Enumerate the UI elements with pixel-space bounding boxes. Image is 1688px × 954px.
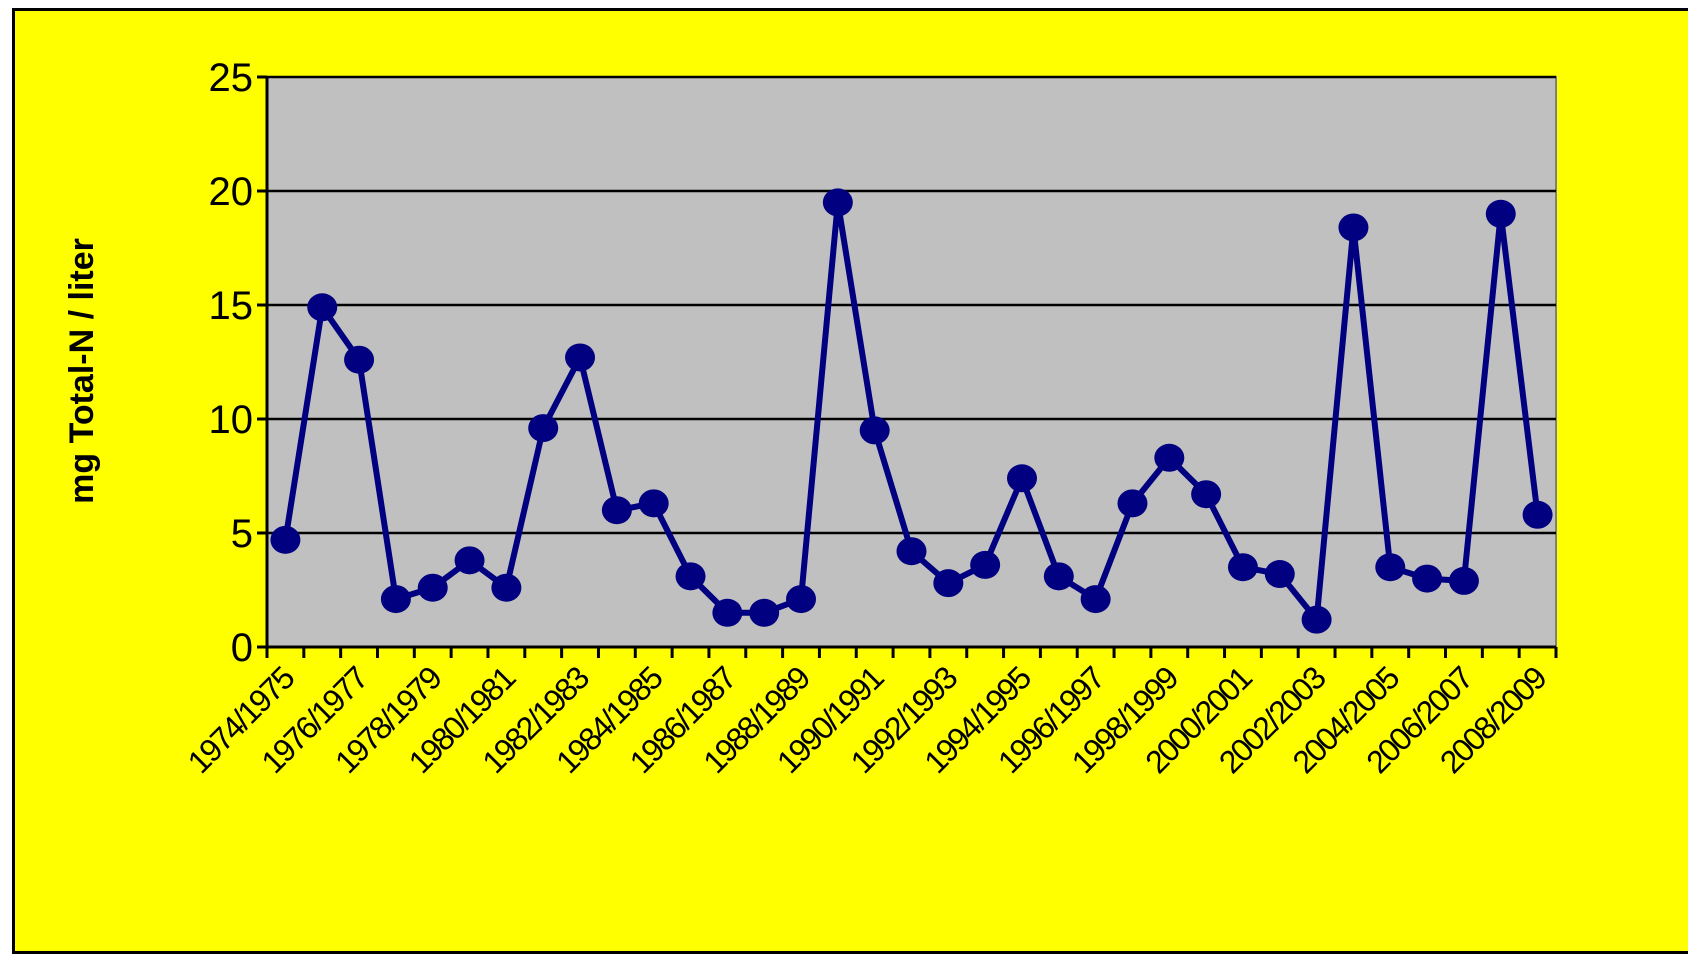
y-tick-label: 5	[231, 512, 253, 556]
data-point	[970, 550, 1001, 579]
y-tick-label: 10	[209, 398, 254, 442]
y-tick-label: 0	[231, 626, 253, 670]
data-point	[1080, 585, 1111, 614]
y-tick-label: 15	[209, 284, 254, 328]
data-point	[933, 569, 964, 598]
y-axis-ticks: 0 5 10 15 20 25	[209, 56, 267, 670]
y-tick-label: 20	[209, 170, 254, 214]
data-point	[1301, 605, 1332, 634]
data-point	[1043, 562, 1074, 591]
data-point	[1338, 213, 1369, 242]
data-point	[712, 598, 743, 627]
data-point	[675, 562, 706, 591]
data-point	[786, 585, 817, 614]
y-axis-label: mg Total-N / liter	[63, 238, 101, 504]
data-point	[1191, 480, 1222, 509]
data-point	[1117, 489, 1148, 518]
data-point	[417, 573, 448, 602]
data-point	[270, 525, 301, 554]
data-point	[822, 188, 853, 217]
data-point	[859, 416, 890, 445]
data-point	[1264, 560, 1295, 589]
data-point	[1154, 443, 1185, 472]
series-group	[270, 188, 1553, 634]
gridlines	[267, 75, 1556, 535]
data-point	[896, 537, 927, 566]
data-point	[565, 343, 596, 372]
data-point	[1522, 500, 1553, 529]
data-point	[1227, 553, 1258, 582]
x-axis-ticks: 1974/19751976/19771978/19791980/19811982…	[181, 647, 1558, 780]
data-point	[1412, 564, 1443, 593]
data-point	[638, 489, 669, 518]
data-point	[344, 345, 375, 374]
data-point	[380, 585, 411, 614]
line-chart: 0 5 10 15 20 25 1974/19751976/19771978/197919…	[63, 56, 1558, 780]
y-tick-label: 25	[209, 56, 254, 100]
data-point	[491, 573, 522, 602]
data-point	[307, 293, 338, 322]
data-point	[1448, 566, 1479, 595]
data-point	[1006, 464, 1037, 493]
data-point	[528, 414, 559, 443]
data-point	[601, 496, 632, 525]
data-point	[1485, 199, 1516, 228]
axes	[265, 77, 1556, 649]
data-point	[454, 546, 485, 575]
data-point	[1375, 553, 1406, 582]
chart-frame: 0 5 10 15 20 25 1974/1975 1976/1977 1978/1979 19…	[12, 8, 1688, 954]
data-point	[749, 598, 780, 627]
